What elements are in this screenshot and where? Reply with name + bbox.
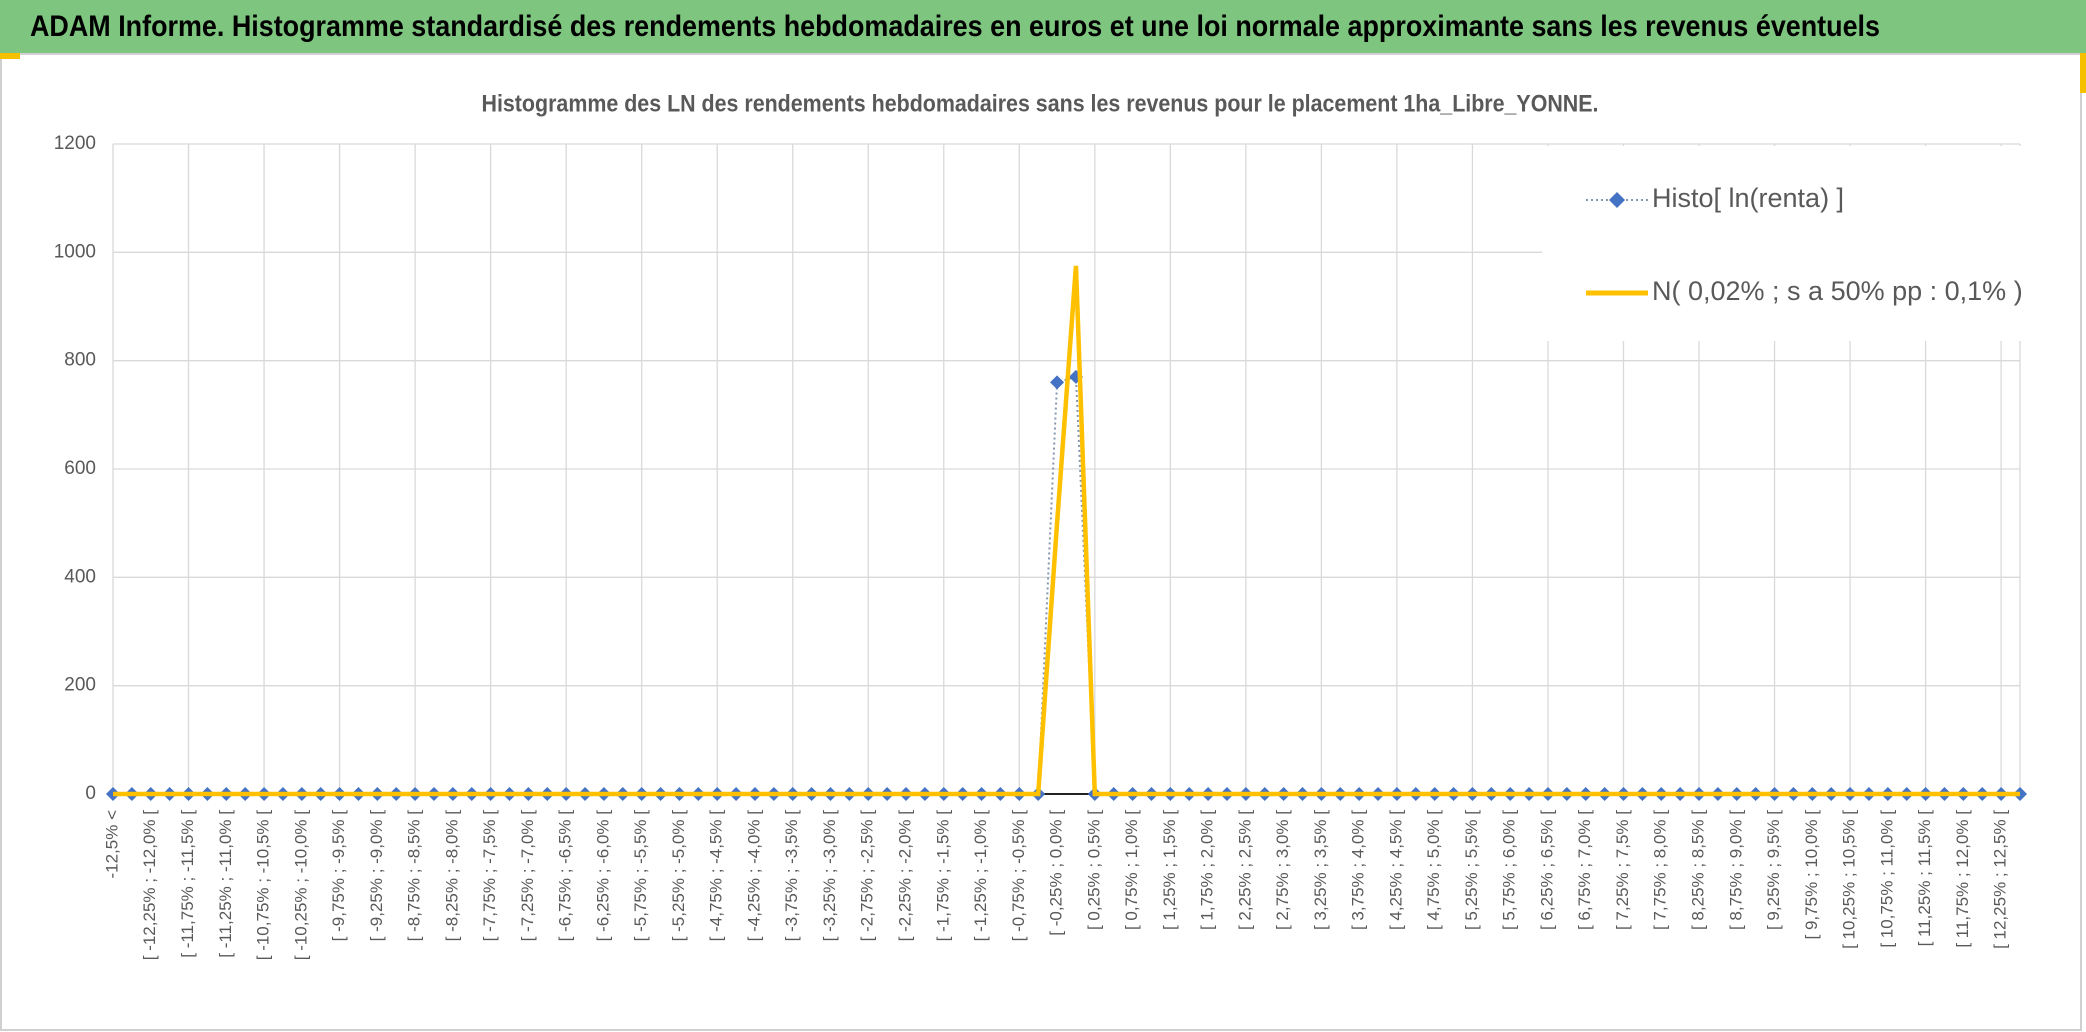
x-tick-label: [ 10,25% ; 10,5% [ [1840,810,1859,949]
x-tick-label: [ -3,25% ; -3,0% [ [820,810,839,942]
x-tick-label: [ -6,75% ; -6,5% [ [556,810,575,942]
x-tick-label: [ -9,75% ; -9,5% [ [329,810,348,942]
x-tick-label: [ -7,25% ; -7,0% [ [518,810,537,942]
x-tick-label: [ -2,75% ; -2,5% [ [858,810,877,942]
y-tick-label: 200 [64,675,96,696]
legend-label: N( 0,02% ; s a 50% pp : 0,1% ) [1652,276,2023,306]
x-tick-label: [ -11,25% ; -11,0% [ [216,810,235,958]
x-tick-label: [ -7,75% ; -7,5% [ [480,810,499,942]
x-tick-label: [ 1,75% ; 2,0% [ [1198,810,1217,930]
x-tick-label: [ -2,25% ; -2,0% [ [895,810,914,942]
x-tick-label: [ -6,25% ; -6,0% [ [593,810,612,942]
y-tick-label: 1200 [54,133,96,154]
x-tick-label: [ 2,75% ; 3,0% [ [1273,810,1292,930]
x-tick-label: [ -8,75% ; -8,5% [ [405,810,424,942]
x-tick-label: [ -11,75% ; -11,5% [ [178,810,197,958]
x-tick-label: -12,5% < [102,810,121,879]
y-tick-label: 0 [85,783,96,804]
legend-label: Histo[ ln(renta) ] [1652,183,1844,213]
x-tick-label: [ 10,75% ; 11,0% [ [1877,810,1896,948]
corner [2080,53,2086,93]
x-tick-label: [ 11,25% ; 11,5% [ [1915,810,1934,947]
x-tick-label: [ -0,75% ; -0,5% [ [1009,810,1028,942]
x-tick-label: [ -5,75% ; -5,5% [ [631,810,650,942]
x-tick-label: [ 0,75% ; 1,0% [ [1122,810,1141,930]
x-tick-label: [ -1,75% ; -1,5% [ [933,810,952,942]
header-title: ADAM Informe. Histogramme standardisé de… [30,10,1880,43]
x-tick-label: [ 7,25% ; 7,5% [ [1613,810,1632,930]
x-tick-label: [ 1,25% ; 1,5% [ [1160,810,1179,930]
marker [1050,375,1065,390]
x-tick-label: [ 6,75% ; 7,0% [ [1575,810,1594,930]
x-tick-label: [ 9,75% ; 10,0% [ [1802,810,1821,940]
x-tick-label: [ 8,75% ; 9,0% [ [1726,810,1745,930]
legend-marker [1609,192,1625,208]
x-tick-label: [ 4,75% ; 5,0% [ [1424,810,1443,930]
y-tick-label: 600 [64,458,96,479]
x-tick-label: [ -9,25% ; -9,0% [ [367,810,386,942]
corner [0,53,20,59]
x-tick-label: [ 0,25% ; 0,5% [ [1084,810,1103,930]
header-bar [0,0,2086,53]
chart-title: Histogramme des LN des rendements hebdom… [482,90,1599,117]
y-tick-label: 800 [64,350,96,371]
x-tick-label: [ -0,25% ; 0,0% [ [1047,810,1066,936]
x-tick-label: [ 4,25% ; 4,5% [ [1386,810,1405,930]
legend-box [1542,146,2022,341]
x-tick-label: [ -1,25% ; -1,0% [ [971,810,990,942]
x-tick-label: [ -10,25% ; -10,0% [ [291,810,310,961]
x-tick-label: [ 11,75% ; 12,0% [ [1953,810,1972,948]
x-tick-label: [ -12,25% ; -12,0% [ [140,810,159,961]
x-tick-label: [ 9,25% ; 9,5% [ [1764,810,1783,930]
x-tick-label: [ 6,25% ; 6,5% [ [1537,810,1556,930]
x-tick-label: [ -4,75% ; -4,5% [ [707,810,726,942]
x-tick-label: [ -4,25% ; -4,0% [ [744,810,763,942]
x-tick-label: [ 12,25% ; 12,5% [ [1991,810,2010,949]
y-tick-label: 1000 [54,241,96,262]
plot: 0 200 400 600 800 1000 1200 -12,5% < [ -12,25% ;… [54,133,2027,960]
x-tick-label: [ 7,75% ; 8,0% [ [1651,810,1670,930]
x-tick-label: [ 5,25% ; 5,5% [ [1462,810,1481,930]
y-tick-label: 400 [64,566,96,587]
x-tick-label: [ -8,25% ; -8,0% [ [442,810,461,942]
x-tick-label: [ 2,25% ; 2,5% [ [1235,810,1254,930]
x-tick-label: [ 5,75% ; 6,0% [ [1500,810,1519,930]
x-tick-label: [ 3,75% ; 4,0% [ [1349,810,1368,930]
x-tick-label: [ 3,25% ; 3,5% [ [1311,810,1330,930]
series-line [113,265,2020,797]
x-tick-label: [ -10,75% ; -10,5% [ [254,810,273,961]
x-tick-label: [ 8,25% ; 8,5% [ [1689,810,1708,930]
x-tick-label: [ -5,25% ; -5,0% [ [669,810,688,942]
x-tick-label: [ -3,75% ; -3,5% [ [782,810,801,942]
